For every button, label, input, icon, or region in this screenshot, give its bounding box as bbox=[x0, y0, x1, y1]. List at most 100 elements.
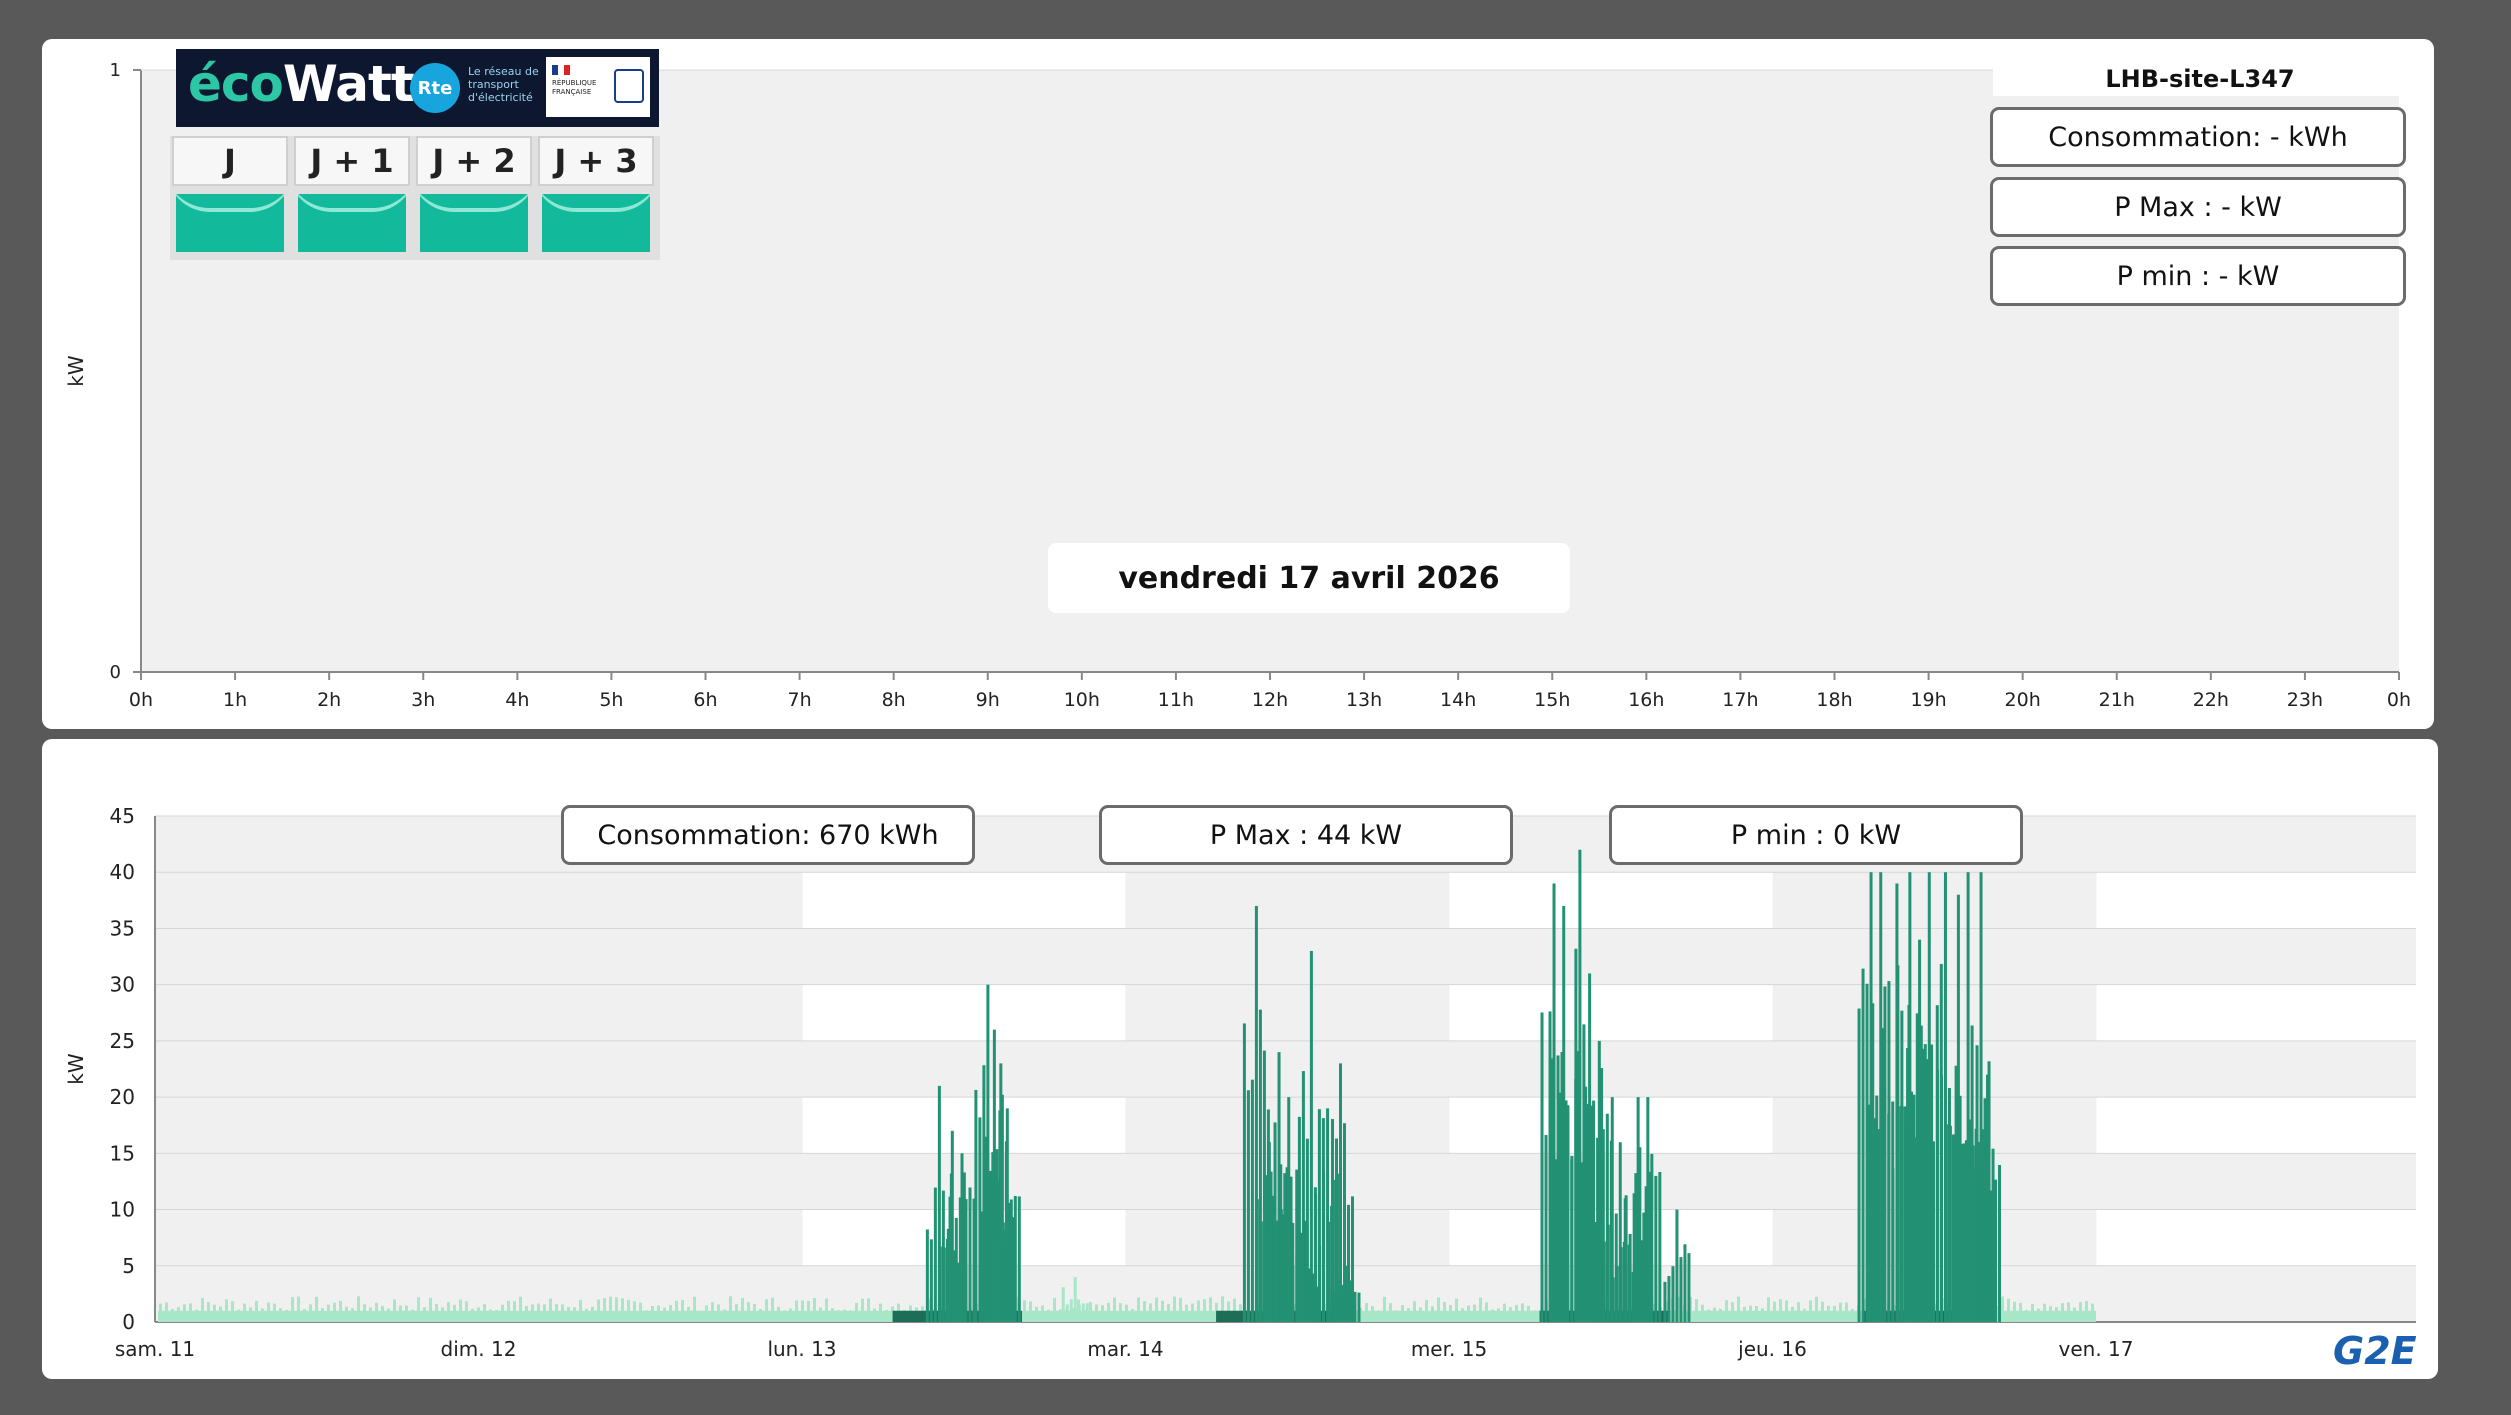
x-tick-label: 14h bbox=[1440, 689, 1476, 711]
week-pmin-box: P min : 0 kW bbox=[1609, 805, 2023, 865]
chart-bar bbox=[1161, 1300, 1164, 1322]
chart-bar bbox=[849, 1310, 852, 1322]
chart-bar bbox=[1966, 872, 1970, 1322]
chart-bar bbox=[987, 1214, 991, 1322]
chart-bar bbox=[1737, 1296, 1740, 1322]
chart-bar bbox=[1580, 1162, 1584, 1322]
chart-bar bbox=[1341, 1284, 1345, 1322]
chart-bar bbox=[1761, 1308, 1764, 1322]
chart-bar bbox=[1701, 1304, 1704, 1322]
chart-bar bbox=[1101, 1305, 1104, 1322]
chart-bar bbox=[1491, 1309, 1494, 1322]
chart-bar bbox=[1593, 1221, 1597, 1322]
chart-bar bbox=[159, 1303, 162, 1322]
chart-bar bbox=[972, 1198, 976, 1322]
chart-bar bbox=[1349, 1280, 1353, 1322]
chart-bar bbox=[1255, 1199, 1259, 1322]
chart-bar bbox=[1833, 1305, 1836, 1322]
chart-bar bbox=[1383, 1296, 1386, 1322]
chart-bar bbox=[1311, 1273, 1315, 1322]
chart-bar bbox=[1944, 1124, 1948, 1322]
chart-bar bbox=[1908, 872, 1912, 1322]
chart-bar bbox=[2049, 1306, 2052, 1322]
chart-bar bbox=[423, 1307, 426, 1322]
x-tick-label: 6h bbox=[693, 689, 717, 711]
chart-bar bbox=[561, 1304, 564, 1322]
x-tick-label: 4h bbox=[505, 689, 529, 711]
y-tick-label: 35 bbox=[110, 916, 135, 940]
chart-bar bbox=[1131, 1308, 1134, 1322]
chart-bar bbox=[1401, 1305, 1404, 1322]
chart-bar bbox=[1695, 1299, 1698, 1322]
chart-bar bbox=[952, 1250, 956, 1322]
ecowatt-forecast-grid: J J + 1 J + 2 J + 3 bbox=[170, 136, 660, 260]
chart-bar bbox=[705, 1305, 708, 1322]
chart-bar bbox=[237, 1309, 240, 1322]
chart-bar bbox=[1755, 1306, 1758, 1322]
chart-bar bbox=[369, 1307, 372, 1322]
chart-bar bbox=[537, 1303, 540, 1322]
chart-bar bbox=[555, 1304, 558, 1322]
chart-bar bbox=[1331, 1119, 1335, 1322]
chart-bar bbox=[429, 1297, 432, 1322]
chart-bar bbox=[1307, 1268, 1311, 1322]
chart-bar bbox=[1119, 1303, 1122, 1322]
chart-bar bbox=[1069, 1299, 1073, 1322]
day-band bbox=[802, 984, 1126, 1041]
chart-bar bbox=[1779, 1299, 1782, 1322]
chart-bar bbox=[1461, 1308, 1464, 1322]
chart-bar bbox=[303, 1308, 306, 1322]
chart-bar bbox=[1203, 1299, 1206, 1322]
chart-bar bbox=[1155, 1297, 1158, 1322]
site-name: LHB-site-L347 bbox=[1993, 62, 2407, 96]
y-tick-label: 10 bbox=[110, 1198, 135, 1222]
chart-bar bbox=[1389, 1303, 1392, 1322]
chart-bar bbox=[1068, 1312, 1072, 1322]
chart-bar bbox=[1029, 1301, 1032, 1322]
chart-bar bbox=[1640, 1240, 1644, 1322]
chart-bar bbox=[1785, 1300, 1788, 1322]
chart-bar bbox=[942, 1247, 946, 1322]
chart-bar bbox=[1827, 1305, 1830, 1322]
chart-bar bbox=[465, 1301, 468, 1322]
chart-bar bbox=[1671, 1266, 1675, 1322]
chart-bar bbox=[1351, 1196, 1355, 1322]
chart-bar bbox=[321, 1307, 324, 1322]
chart-bar bbox=[1677, 1296, 1680, 1322]
chart-bar bbox=[285, 1310, 288, 1322]
chart-bar bbox=[1983, 1098, 1987, 1322]
ecowatt-signal-green-icon bbox=[176, 194, 284, 252]
chart-bar bbox=[339, 1300, 342, 1322]
y-tick-label: 15 bbox=[110, 1141, 135, 1165]
chart-bar bbox=[986, 984, 990, 1322]
chart-bar bbox=[1767, 1297, 1770, 1322]
chart-bar bbox=[681, 1299, 684, 1322]
chart-bar bbox=[1931, 1141, 1935, 1322]
chart-bar bbox=[1479, 1297, 1482, 1322]
chart-bar bbox=[1265, 1175, 1269, 1322]
chart-bar bbox=[1975, 1045, 1979, 1322]
chart-bar bbox=[1978, 1141, 1982, 1322]
chart-bar bbox=[1601, 1129, 1605, 1322]
chart-bar bbox=[645, 1310, 648, 1322]
chart-bar bbox=[273, 1303, 276, 1322]
y-tick-label: 45 bbox=[110, 804, 135, 828]
chart-bar bbox=[2061, 1303, 2064, 1322]
chart-bar bbox=[1326, 1108, 1330, 1322]
chart-bar bbox=[1064, 1310, 1068, 1322]
x-tick-label: 16h bbox=[1628, 689, 1664, 711]
chart-bar bbox=[1013, 1196, 1017, 1322]
x-tick-label: dim. 12 bbox=[441, 1337, 517, 1361]
chart-bar bbox=[962, 1172, 966, 1322]
y-axis-label: kW bbox=[64, 355, 88, 387]
chart-bar bbox=[717, 1304, 720, 1322]
chart-bar bbox=[1279, 1164, 1283, 1322]
chart-bar bbox=[375, 1302, 378, 1322]
chart-bar bbox=[1998, 1164, 2002, 1322]
x-tick-label: 11h bbox=[1158, 689, 1194, 711]
chart-bar bbox=[1611, 1277, 1615, 1322]
x-tick-label: 9h bbox=[976, 689, 1000, 711]
chart-bar bbox=[1221, 1296, 1224, 1322]
chart-bar bbox=[891, 1306, 894, 1322]
chart-bar bbox=[663, 1307, 666, 1322]
